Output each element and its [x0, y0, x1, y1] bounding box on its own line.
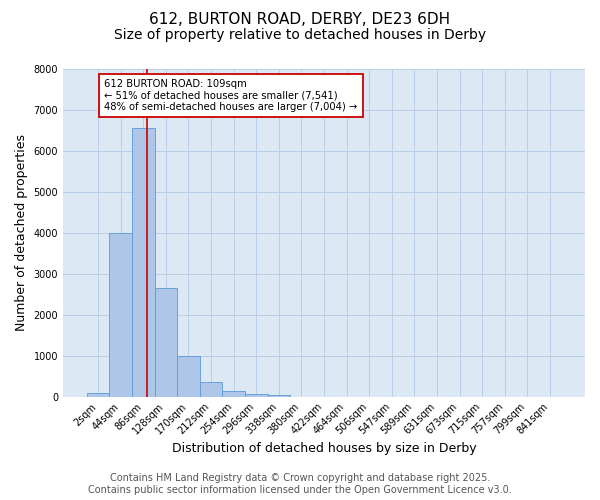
- Bar: [87, 394, 109, 396]
- Y-axis label: Number of detached properties: Number of detached properties: [15, 134, 28, 332]
- Bar: [200, 382, 223, 396]
- Bar: [223, 392, 245, 396]
- Bar: [245, 394, 268, 396]
- Bar: [109, 233, 132, 396]
- Text: 612, BURTON ROAD, DERBY, DE23 6DH: 612, BURTON ROAD, DERBY, DE23 6DH: [149, 12, 451, 28]
- Bar: [155, 288, 177, 397]
- Bar: [268, 394, 290, 396]
- X-axis label: Distribution of detached houses by size in Derby: Distribution of detached houses by size …: [172, 442, 476, 455]
- Text: 612 BURTON ROAD: 109sqm
← 51% of detached houses are smaller (7,541)
48% of semi: 612 BURTON ROAD: 109sqm ← 51% of detache…: [104, 79, 358, 112]
- Bar: [132, 128, 155, 396]
- Bar: [177, 356, 200, 397]
- Text: Contains HM Land Registry data © Crown copyright and database right 2025.
Contai: Contains HM Land Registry data © Crown c…: [88, 474, 512, 495]
- Text: Size of property relative to detached houses in Derby: Size of property relative to detached ho…: [114, 28, 486, 42]
